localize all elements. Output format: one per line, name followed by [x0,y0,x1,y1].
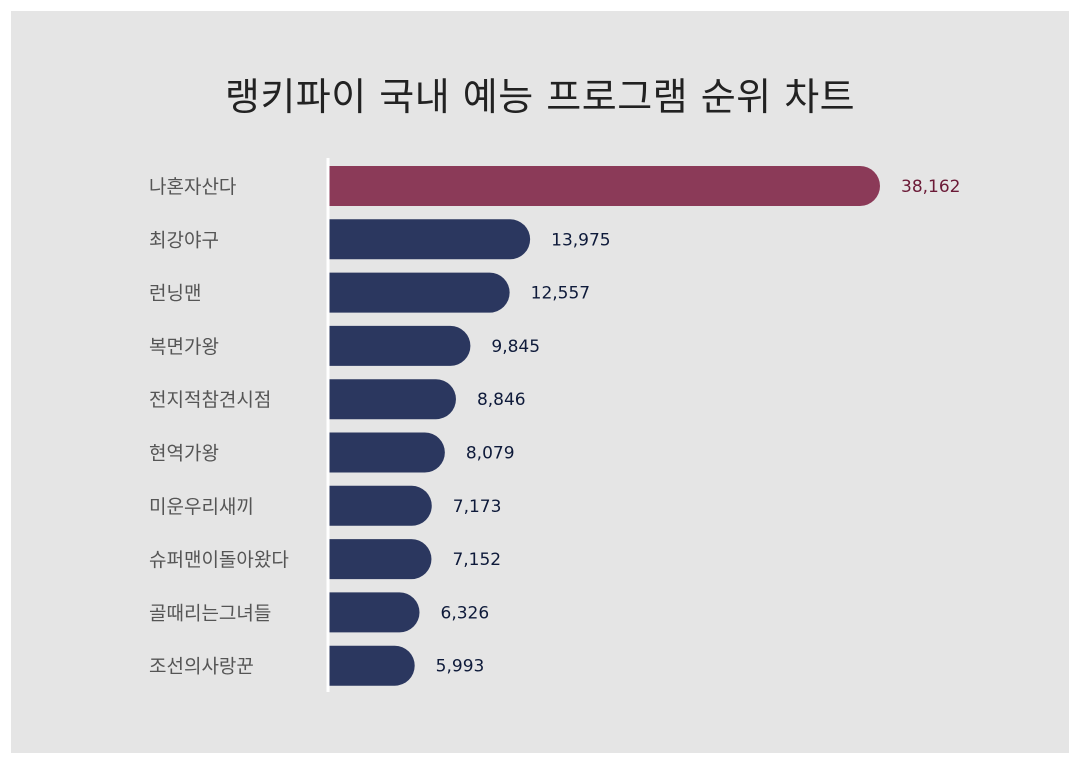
bar-10 [328,645,415,686]
category-label: 전지적참견시점 [149,389,271,411]
category-label: 복면가왕 [149,336,219,358]
bar-3 [328,272,510,313]
chart-title: 랭키파이 국내 예능 프로그램 순위 차트 [224,75,856,119]
bar-1 [328,166,880,206]
value-label: 9,845 [491,337,540,357]
category-label: 골때리는그녀들 [149,602,271,624]
category-label: 현역가왕 [149,443,219,465]
value-label: 13,975 [551,230,610,250]
value-label: 8,846 [477,390,526,410]
value-label: 8,079 [466,444,515,464]
category-label: 런닝맨 [149,283,201,305]
bar-5 [328,379,456,420]
category-label: 미운우리새끼 [149,496,254,518]
chart-panel [11,11,1069,753]
category-label: 최강야구 [149,229,219,251]
category-label: 조선의사랑꾼 [149,656,254,678]
value-label: 5,993 [436,657,485,677]
bar-7 [328,485,432,526]
bar-9 [328,592,420,633]
value-label: 7,152 [452,550,501,570]
value-label: 6,326 [441,603,490,623]
category-label: 나혼자산다 [149,176,236,198]
value-label: 12,557 [531,284,590,304]
value-label: 7,173 [453,497,502,517]
value-label: 38,162 [901,177,960,197]
bar-4 [328,325,471,366]
bar-6 [328,432,445,473]
bar-2 [328,219,531,260]
bar-8 [328,539,432,580]
category-label: 슈퍼맨이돌아왔다 [149,549,289,571]
